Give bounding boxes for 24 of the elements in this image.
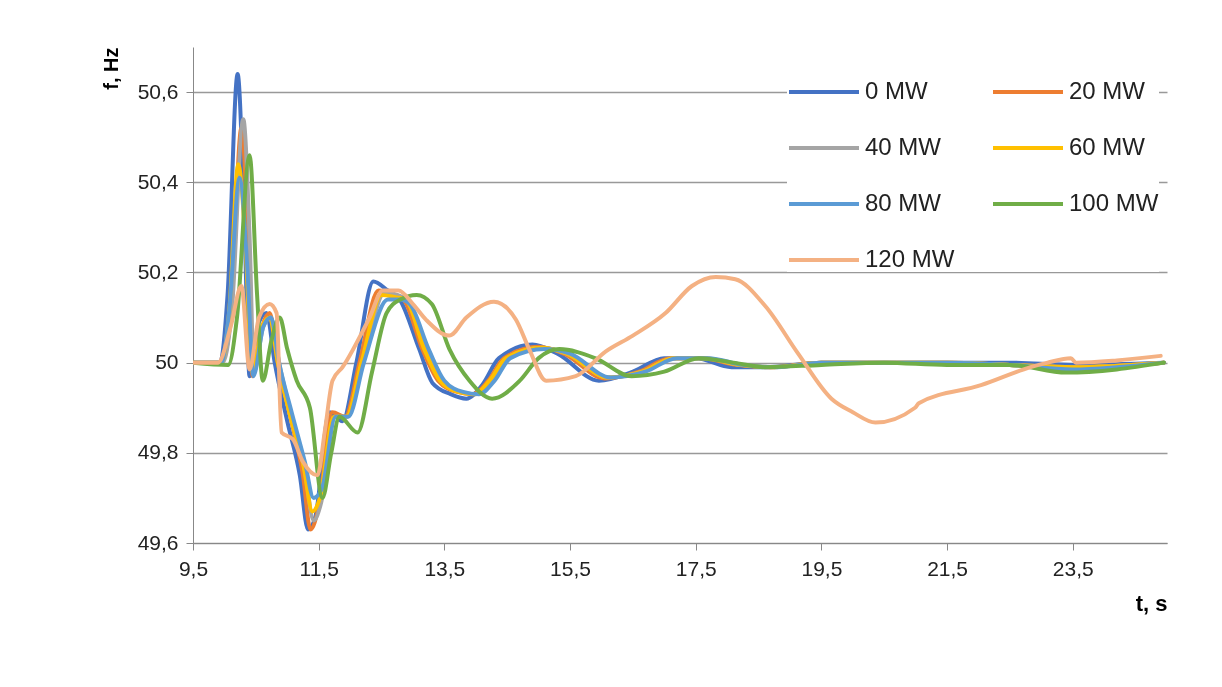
y-tick-label: 50,2 <box>137 259 179 283</box>
legend-label: 120 MW <box>865 245 955 272</box>
y-tick-label: 50 <box>155 350 179 374</box>
x-axis-title: t, s <box>1135 590 1168 616</box>
legend-label: 80 MW <box>865 189 942 216</box>
legend-label: 100 MW <box>1069 189 1159 216</box>
legend-label: 20 MW <box>1069 77 1146 104</box>
y-tick-label: 49,6 <box>137 530 179 554</box>
x-tick-label: 17,5 <box>675 556 717 580</box>
y-tick-label: 50,6 <box>137 79 179 103</box>
x-tick-label: 9,5 <box>178 556 209 580</box>
x-tick-label: 19,5 <box>801 556 843 580</box>
legend-label: 40 MW <box>865 133 942 160</box>
legend-label: 60 MW <box>1069 133 1146 160</box>
line-series <box>193 274 1163 478</box>
x-tick-label: 13,5 <box>424 556 466 580</box>
x-tick-label: 21,5 <box>927 556 968 580</box>
y-tick-label: 50,4 <box>137 169 179 193</box>
x-tick-label: 23,5 <box>1052 556 1094 580</box>
y-tick-label: 49,8 <box>137 440 179 464</box>
legend-label: 0 MW <box>865 77 929 104</box>
x-tick-label: 15,5 <box>550 556 591 580</box>
x-tick-label: 11,5 <box>299 556 339 580</box>
y-axis-title: f, Hz <box>99 47 122 90</box>
